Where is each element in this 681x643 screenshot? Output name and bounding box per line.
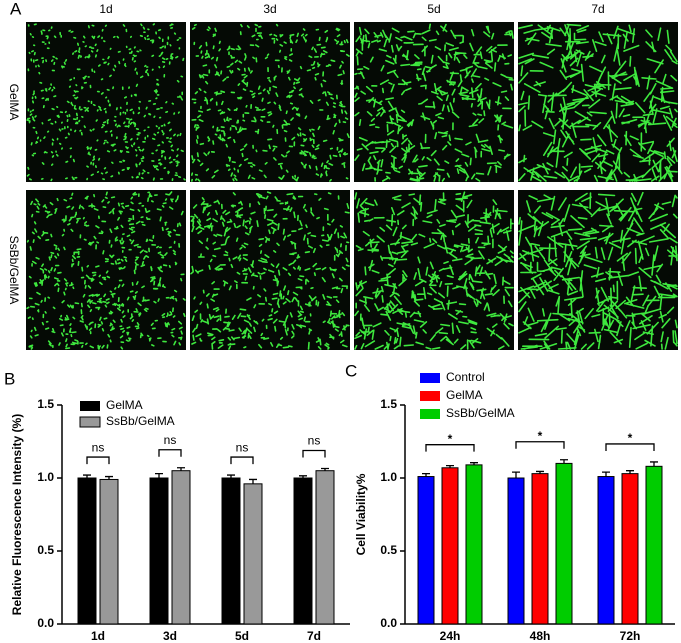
cell-texture xyxy=(518,23,678,182)
error-bar xyxy=(422,472,430,477)
microscopy-image xyxy=(518,22,678,182)
bar xyxy=(645,465,663,625)
microscopy-image xyxy=(26,22,186,182)
cell-texture xyxy=(190,191,350,350)
error-bar xyxy=(177,467,185,471)
bar xyxy=(99,478,119,625)
column-label: 1d xyxy=(99,2,112,16)
legend-swatch xyxy=(80,401,100,411)
error-bar xyxy=(512,471,520,478)
legend-label: SsBb/GelMA xyxy=(106,414,175,428)
bar xyxy=(465,464,483,625)
legend-swatch xyxy=(79,416,101,428)
significance-label: ns xyxy=(308,434,321,448)
y-tick-label: 0.5 xyxy=(380,543,397,557)
error-bar xyxy=(105,475,113,480)
error-bar xyxy=(446,464,454,468)
column-label: 5d xyxy=(427,2,440,16)
error-bar xyxy=(650,461,658,467)
bar xyxy=(293,477,313,625)
row-label: SsBb/GelMA xyxy=(7,236,21,305)
error-bar xyxy=(299,475,307,478)
significance-bracket xyxy=(158,449,182,457)
y-tick-label: 1.0 xyxy=(37,470,54,484)
significance-label: ns xyxy=(92,440,105,454)
y-tick-label: 1.5 xyxy=(380,397,397,411)
y-tick-label: 0.0 xyxy=(380,616,397,630)
error-bar xyxy=(626,470,634,474)
legend-label: GelMA xyxy=(446,388,483,402)
bar xyxy=(221,477,241,625)
column-label: 7d xyxy=(591,2,604,16)
error-bar xyxy=(602,471,610,477)
y-tick-label: 0.0 xyxy=(37,616,54,630)
error-bar xyxy=(536,470,544,474)
bar xyxy=(555,462,573,625)
bar xyxy=(417,476,435,625)
error-bar xyxy=(227,474,235,478)
error-bar xyxy=(249,478,257,484)
significance-label: ns xyxy=(236,440,249,454)
cell-texture xyxy=(191,23,350,182)
cell-texture xyxy=(518,191,678,350)
error-bar xyxy=(83,474,91,478)
significance-bracket xyxy=(605,443,655,451)
significance-bracket xyxy=(425,444,475,452)
y-axis-label: Relative Fluorescence Intensity (%) xyxy=(10,414,24,615)
significance-label: * xyxy=(448,432,453,446)
legend-swatch xyxy=(420,409,440,419)
y-tick-label: 1.0 xyxy=(380,470,397,484)
significance-bracket xyxy=(86,456,110,465)
x-tick-label: 5d xyxy=(235,629,249,643)
bar xyxy=(77,477,97,625)
bar xyxy=(149,477,169,625)
bar xyxy=(531,473,549,625)
panel-label: B xyxy=(4,369,15,388)
significance-label: ns xyxy=(164,433,177,447)
cell-texture xyxy=(26,191,186,350)
x-tick-label: 72h xyxy=(620,629,641,643)
x-tick-label: 1d xyxy=(91,629,105,643)
x-tick-label: 24h xyxy=(440,629,461,643)
bar xyxy=(441,467,459,625)
bar xyxy=(507,477,525,625)
significance-bracket xyxy=(515,441,565,449)
bar xyxy=(621,473,639,625)
bar xyxy=(243,483,263,625)
panel-label: A xyxy=(10,0,22,18)
legend-label: GelMA xyxy=(106,398,143,412)
cell-texture xyxy=(26,23,186,182)
y-axis-label: Cell Viability% xyxy=(354,473,368,555)
legend-swatch xyxy=(420,391,440,401)
error-bar xyxy=(155,472,163,478)
column-label: 3d xyxy=(263,2,276,16)
y-tick-label: 0.5 xyxy=(37,543,54,557)
legend-label: SsBb/GelMA xyxy=(446,406,515,420)
legend-label: Control xyxy=(446,370,485,384)
x-tick-label: 7d xyxy=(307,629,321,643)
cell-texture xyxy=(354,23,514,182)
x-tick-label: 3d xyxy=(163,629,177,643)
legend-swatch xyxy=(420,373,440,383)
panel-label: C xyxy=(345,361,357,380)
significance-bracket xyxy=(230,456,254,465)
microscopy-image xyxy=(26,190,186,350)
significance-label: * xyxy=(628,431,633,445)
x-tick-label: 48h xyxy=(530,629,551,643)
error-bar xyxy=(560,459,568,464)
significance-bracket xyxy=(302,449,326,458)
error-bar xyxy=(470,462,478,465)
significance-label: * xyxy=(538,429,543,443)
y-tick-label: 1.5 xyxy=(37,397,54,411)
error-bar xyxy=(321,467,329,471)
cell-texture xyxy=(354,191,514,350)
bar xyxy=(171,470,191,625)
bar xyxy=(597,476,615,625)
row-label: GelMA xyxy=(7,84,21,121)
bar xyxy=(315,470,335,625)
